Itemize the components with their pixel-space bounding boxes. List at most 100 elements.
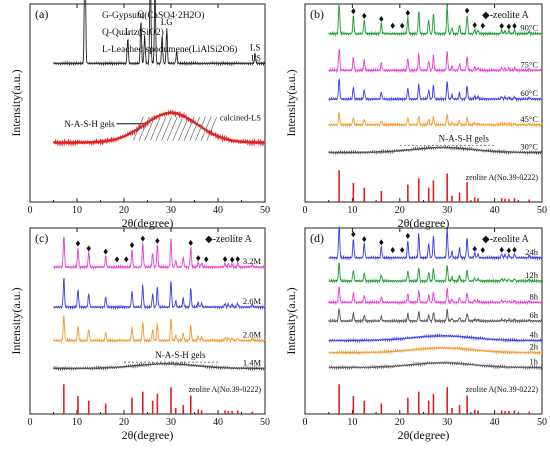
zeolite-marker xyxy=(499,23,504,30)
legend-entry: G-Gypsum(CaSO4·2H2O) xyxy=(102,10,204,21)
series-line xyxy=(53,0,265,67)
panel-label: (a) xyxy=(35,7,48,21)
legend-entry: Q-Quartz(SiO2) xyxy=(102,27,164,38)
hatch-line xyxy=(172,116,184,141)
series-line xyxy=(328,49,543,74)
series-label: 75°C xyxy=(520,59,538,69)
series-line xyxy=(328,262,543,284)
zeolite-marker xyxy=(114,256,120,263)
zeolite-marker xyxy=(405,232,411,239)
zeolite-marker xyxy=(512,246,517,253)
series-label: 6h xyxy=(530,310,539,320)
series-label: 3.2M xyxy=(243,256,262,266)
zeolite-marker xyxy=(204,256,209,263)
series-line xyxy=(53,314,266,344)
zeolite-marker xyxy=(390,22,395,29)
zeolite-marker xyxy=(362,12,367,19)
x-tick-label: 40 xyxy=(213,205,223,216)
series-label: 30°C xyxy=(520,142,538,152)
series-label: 2.0M xyxy=(243,330,262,340)
zeolite-marker xyxy=(399,22,405,29)
peak-label: LS xyxy=(250,43,261,53)
zeolite-marker xyxy=(124,256,129,263)
y-axis-label: Intensity(a.u.) xyxy=(284,287,298,354)
zeolite-marker xyxy=(235,256,240,263)
legend-label: ◆-zeolite A xyxy=(205,234,253,245)
series-label: 90°C xyxy=(520,23,538,33)
series-label: 1.4M xyxy=(243,357,262,367)
x-axis-label: 2θ(degree) xyxy=(398,216,450,230)
legend-entry: L-Leached spodumene(LiAlSi2O6) xyxy=(102,44,237,55)
series-label: LS xyxy=(251,52,261,62)
x-tick-label: 20 xyxy=(119,417,129,428)
zeolite-marker xyxy=(472,245,477,252)
series-line xyxy=(52,108,266,148)
series-line xyxy=(328,226,543,261)
series-label: 8h xyxy=(530,291,539,301)
hatch-line xyxy=(150,116,161,141)
legend-label: ◆-zeolite A xyxy=(482,234,530,245)
series-line xyxy=(328,360,543,371)
gel-annotation: N-A-S-H gels xyxy=(439,134,490,144)
panel-c: 0 10 20 30 40 50 2θ(degree) Intensity(a.u.) (c) z… xyxy=(9,227,270,442)
zeolite-marker xyxy=(351,231,356,238)
legend-label: ◆-zeolite A xyxy=(482,10,530,21)
hatch-line xyxy=(183,116,195,141)
series-label: 1h xyxy=(530,357,539,367)
series-label: 60°C xyxy=(520,88,538,98)
panel-b: 0 10 20 30 40 50 2θ(degree) Intensity(a.u.) (b) z… xyxy=(284,3,547,230)
zeolite-marker xyxy=(188,239,193,246)
zeolite-marker xyxy=(140,235,145,242)
x-axis-label: 2θ(degree) xyxy=(398,428,450,442)
x-tick-label: 10 xyxy=(72,205,82,216)
hatch-line xyxy=(195,116,206,141)
x-tick-label: 40 xyxy=(490,417,500,428)
x-tick-label: 0 xyxy=(303,417,308,428)
x-tick-label: 50 xyxy=(537,205,547,216)
zeolite-marker xyxy=(196,255,201,262)
zeolite-marker xyxy=(405,9,411,16)
x-tick-label: 40 xyxy=(490,205,500,216)
x-tick-label: 0 xyxy=(303,205,308,216)
x-tick-label: 30 xyxy=(166,417,176,428)
zeolite-marker xyxy=(103,248,108,255)
hatch-line xyxy=(144,116,155,141)
gel-annotation: N-A-S-H gels xyxy=(155,350,206,360)
series-line xyxy=(328,345,543,356)
zeolite-marker xyxy=(75,240,81,247)
panel-a: 0 10 20 30 40 50 2θ(degree) Intensity(a.u.) (a) L… xyxy=(9,0,270,230)
x-tick-label: 50 xyxy=(260,205,270,216)
x-tick-label: 50 xyxy=(260,417,270,428)
zeolite-marker xyxy=(155,237,160,244)
zeolite-marker xyxy=(390,247,395,254)
panel-label: (d) xyxy=(310,231,324,245)
x-tick-label: 20 xyxy=(395,205,405,216)
series-label: 12h xyxy=(525,270,539,280)
hatch-line xyxy=(189,116,201,141)
x-tick-label: 20 xyxy=(395,417,405,428)
peak-label: L xyxy=(125,27,131,37)
x-tick-label: 30 xyxy=(442,205,452,216)
series-line xyxy=(53,278,266,311)
zeolite-marker xyxy=(399,247,405,254)
series-line xyxy=(53,360,266,372)
peak-label: Q xyxy=(138,9,145,19)
series-line xyxy=(328,145,543,156)
x-tick-label: 30 xyxy=(166,205,176,216)
series-label: 2h xyxy=(530,342,539,352)
hatch-line xyxy=(155,116,167,141)
reference-label: zeolite A(No.39-0222) xyxy=(466,385,539,394)
x-axis-label: 2θ(degree) xyxy=(122,216,174,230)
x-tick-label: 10 xyxy=(347,205,357,216)
zeolite-marker xyxy=(480,247,485,254)
y-axis-label: Intensity(a.u.) xyxy=(9,287,23,354)
x-tick-label: 40 xyxy=(213,417,223,428)
hatch-line xyxy=(206,116,217,141)
zeolite-marker xyxy=(464,7,470,14)
x-tick-label: 50 xyxy=(537,417,547,428)
series-label: 24h xyxy=(525,247,539,257)
zeolite-marker xyxy=(472,22,477,29)
zeolite-marker xyxy=(512,23,517,30)
zeolite-marker xyxy=(222,256,228,263)
hatch-line xyxy=(178,116,189,141)
